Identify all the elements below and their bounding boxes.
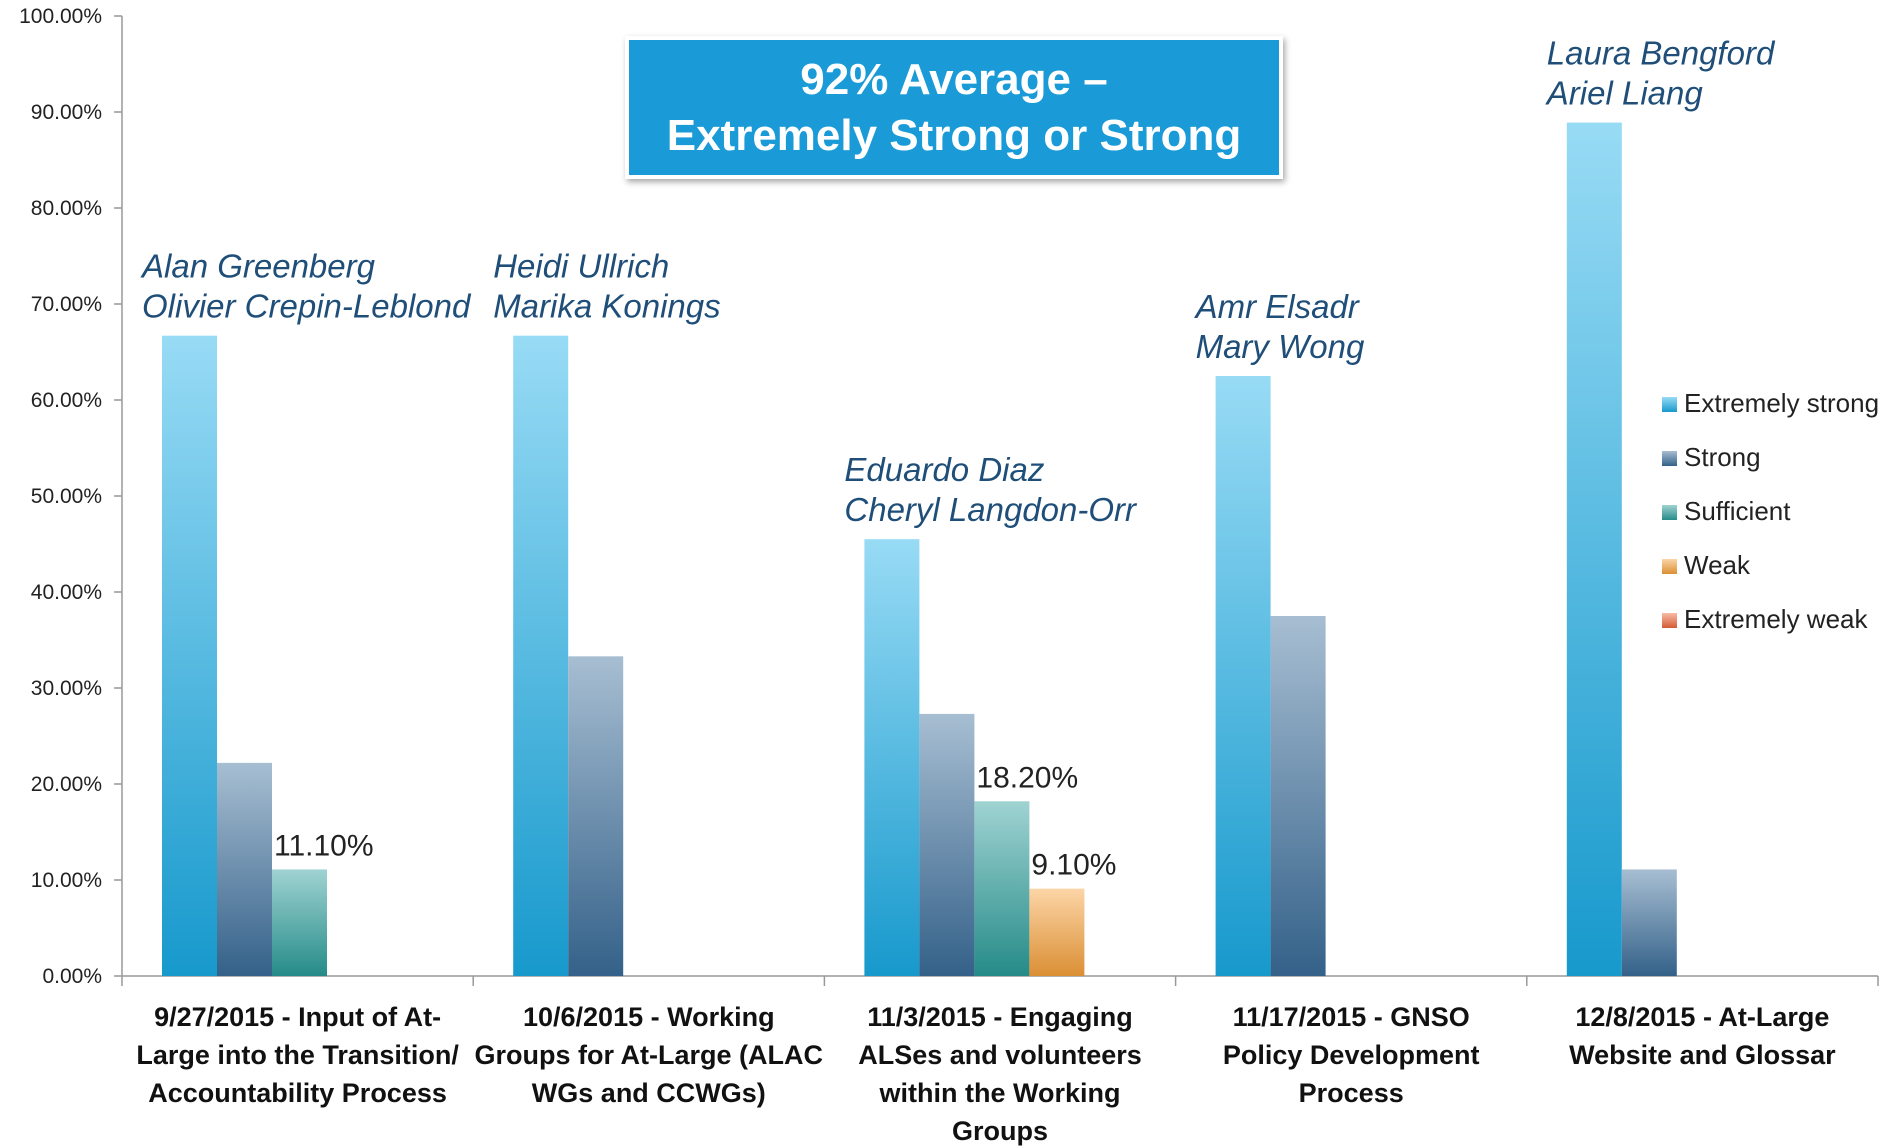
presenter-name: Alan Greenberg	[140, 248, 376, 285]
presenter-name: Heidi Ullrich	[493, 248, 669, 285]
bar-sufficient	[974, 801, 1030, 976]
data-label: 18.20%	[976, 761, 1078, 794]
callout-line-2: Extremely Strong or Strong	[666, 110, 1242, 160]
bar-extremely-strong	[1215, 376, 1271, 976]
y-tick-label: 20.00%	[31, 773, 102, 796]
y-tick-label: 40.00%	[31, 581, 102, 604]
bar-extremely-strong	[864, 539, 920, 976]
x-category-label: 9/27/2015 - Input of At-	[154, 1002, 441, 1032]
presenter-name: Olivier Crepin-Leblond	[142, 288, 472, 325]
y-tick-label: 90.00%	[31, 101, 102, 124]
bar-strong	[1270, 616, 1326, 976]
y-tick-label: 50.00%	[31, 485, 102, 508]
y-tick-label: 10.00%	[31, 869, 102, 892]
data-label: 11.10%	[274, 829, 374, 862]
x-category-label: ALSes and volunteers	[858, 1040, 1142, 1070]
y-tick-label: 70.00%	[31, 293, 102, 316]
y-tick-label: 0.00%	[42, 965, 102, 988]
x-category-label: Accountability Process	[148, 1078, 447, 1108]
bar-sufficient	[272, 869, 327, 976]
x-category-label: 12/8/2015 - At-Large	[1575, 1002, 1829, 1032]
y-tick-label: 80.00%	[31, 197, 102, 220]
presenter-name: Marika Konings	[493, 288, 720, 325]
legend-swatch	[1662, 559, 1677, 574]
presenter-name: Ariel Liang	[1545, 75, 1704, 112]
x-category-label: 11/3/2015 - Engaging	[867, 1002, 1133, 1032]
bar-extremely-strong	[162, 335, 217, 976]
chart-axes: 0.00% 10.00% 20.00% 30.00% 40.00% 50.00% 60.00…	[19, 5, 1879, 988]
x-category-label: Policy Development	[1223, 1040, 1480, 1070]
bar-strong	[1621, 869, 1677, 976]
presenter-name: Mary Wong	[1196, 328, 1365, 365]
bar-weak	[1029, 888, 1085, 976]
legend-label: Extremely weak	[1684, 604, 1868, 634]
legend-label: Extremely strong	[1684, 388, 1879, 418]
x-category-label: 10/6/2015 - Working	[523, 1002, 775, 1032]
chart-labels: 9/27/2015 - Input of At- Large into the T…	[136, 35, 1836, 1146]
x-category-label: Groups for At-Large (ALAC	[475, 1040, 823, 1070]
x-category-label: within the Working	[879, 1078, 1121, 1108]
legend-label: Weak	[1684, 550, 1751, 580]
x-category-label: 11/17/2015 - GNSO	[1233, 1002, 1470, 1032]
x-category-label: Large into the Transition/	[136, 1040, 459, 1070]
y-tick-label: 100.00%	[19, 5, 102, 28]
presenter-name: Laura Bengford	[1547, 35, 1776, 72]
x-category-label: Website and Glossar	[1569, 1040, 1836, 1070]
presenter-name: Cheryl Langdon-Orr	[844, 491, 1138, 528]
y-tick-label: 60.00%	[31, 389, 102, 412]
bar-strong	[217, 762, 272, 976]
presenter-name: Amr Elsadr	[1194, 288, 1361, 325]
bar-strong	[919, 713, 975, 976]
x-category-label: Process	[1299, 1078, 1404, 1108]
legend-label: Strong	[1684, 442, 1761, 472]
average-callout: 92% Average – Extremely Strong or Strong	[625, 36, 1283, 179]
x-category-label: WGs and CCWGs)	[532, 1078, 766, 1108]
callout-line-1: 92% Average –	[800, 54, 1108, 104]
legend-swatch	[1662, 505, 1677, 520]
bar-extremely-strong	[513, 335, 569, 976]
chart-bars	[162, 122, 1677, 976]
presenter-name: Eduardo Diaz	[844, 451, 1044, 488]
legend-label: Sufficient	[1684, 496, 1791, 526]
legend-swatch	[1662, 451, 1677, 466]
bar-strong	[568, 656, 624, 976]
y-tick-label: 30.00%	[31, 677, 102, 700]
x-category-label: Groups	[952, 1116, 1048, 1146]
chart-legend: Extremely strong Strong Sufficient Weak Extr…	[1662, 388, 1879, 634]
legend-swatch	[1662, 397, 1677, 412]
bar-extremely-strong	[1566, 122, 1622, 976]
data-label: 9.10%	[1031, 849, 1116, 882]
legend-swatch	[1662, 613, 1677, 628]
